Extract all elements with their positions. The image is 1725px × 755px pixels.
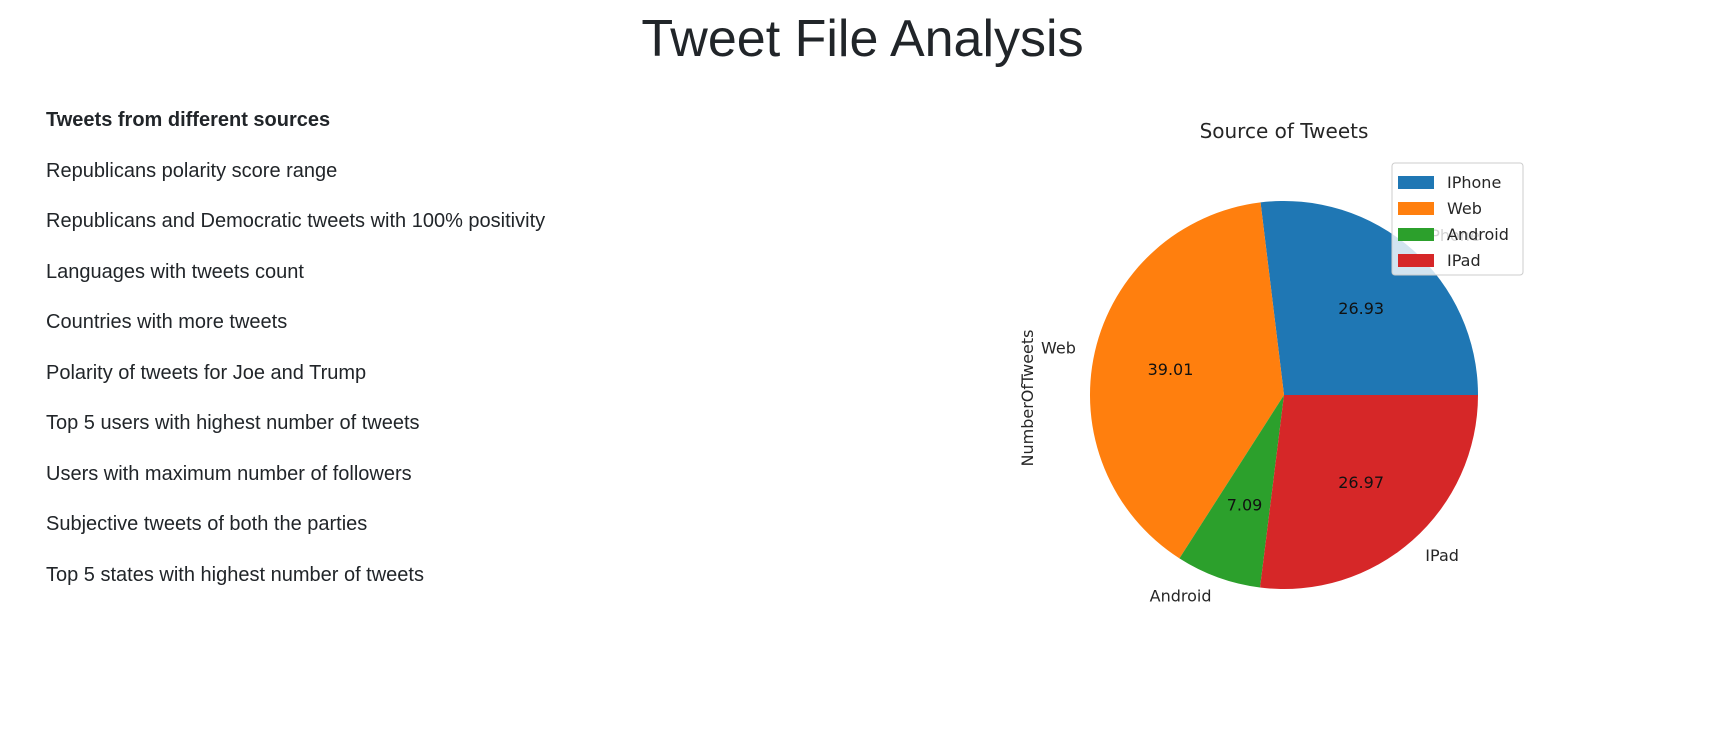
- page-title: Tweet File Analysis: [641, 10, 1084, 68]
- pie-slices: [1089, 200, 1478, 590]
- legend-label-android: Android: [1447, 225, 1509, 244]
- pie-category-label-android: Android: [1150, 587, 1212, 606]
- menu-item-top-states[interactable]: Top 5 states with highest number of twee…: [46, 563, 424, 586]
- legend-label-ipad: IPad: [1447, 251, 1481, 270]
- pie-value-label-web: 39.01: [1148, 360, 1194, 379]
- legend-swatch-android: [1398, 228, 1434, 241]
- pie-slice-web: [1089, 202, 1284, 559]
- analysis-menu: Tweets from different sources Republican…: [46, 108, 545, 613]
- chart-legend: IPhone Web Android IPad: [1391, 162, 1524, 276]
- pie-value-label-iphone: 26.93: [1338, 299, 1384, 318]
- legend-label-web: Web: [1447, 199, 1482, 218]
- menu-item-joe-trump-polarity[interactable]: Polarity of tweets for Joe and Trump: [46, 361, 367, 384]
- menu-item-full-positivity[interactable]: Republicans and Democratic tweets with 1…: [46, 210, 546, 232]
- legend-swatch-ipad: [1398, 254, 1434, 267]
- menu-item-subjective-tweets[interactable]: Subjective tweets of both the parties: [46, 513, 368, 535]
- legend-swatch-web: [1398, 202, 1434, 215]
- legend-box: [1391, 162, 1524, 276]
- menu-item-countries[interactable]: Countries with more tweets: [46, 311, 288, 333]
- pie-slice-iphone: [1260, 200, 1478, 395]
- pie-category-label-ipad: IPad: [1425, 546, 1459, 565]
- chart-title: Source of Tweets: [1200, 119, 1369, 143]
- menu-item-republican-polarity[interactable]: Republicans polarity score range: [46, 159, 338, 182]
- menu-item-max-followers[interactable]: Users with maximum number of followers: [46, 462, 412, 485]
- chart-ylabel: NumberOfTweets: [1018, 329, 1037, 466]
- menu-item-languages[interactable]: Languages with tweets count: [46, 260, 304, 283]
- pie-slice-ipad: [1260, 395, 1478, 590]
- legend-swatch-iphone: [1398, 176, 1434, 189]
- pie-category-label-web: Web: [1041, 339, 1076, 358]
- pie-chart-container: Source of Tweets NumberOfTweets IPhone We…: [1000, 108, 1560, 628]
- menu-item-top-users[interactable]: Top 5 users with highest number of tweet…: [46, 412, 420, 434]
- pie-value-label-android: 7.09: [1227, 496, 1263, 515]
- pie-value-label-ipad: 26.97: [1338, 473, 1384, 492]
- pie-chart: Source of Tweets NumberOfTweets IPhone We…: [1018, 119, 1524, 606]
- menu-item-tweet-sources[interactable]: Tweets from different sources: [46, 109, 331, 131]
- pie-value-labels: 26.93 39.01 7.09 26.97: [1148, 299, 1385, 515]
- legend-label-iphone: IPhone: [1447, 173, 1501, 192]
- pie-slice-android: [1179, 395, 1284, 588]
